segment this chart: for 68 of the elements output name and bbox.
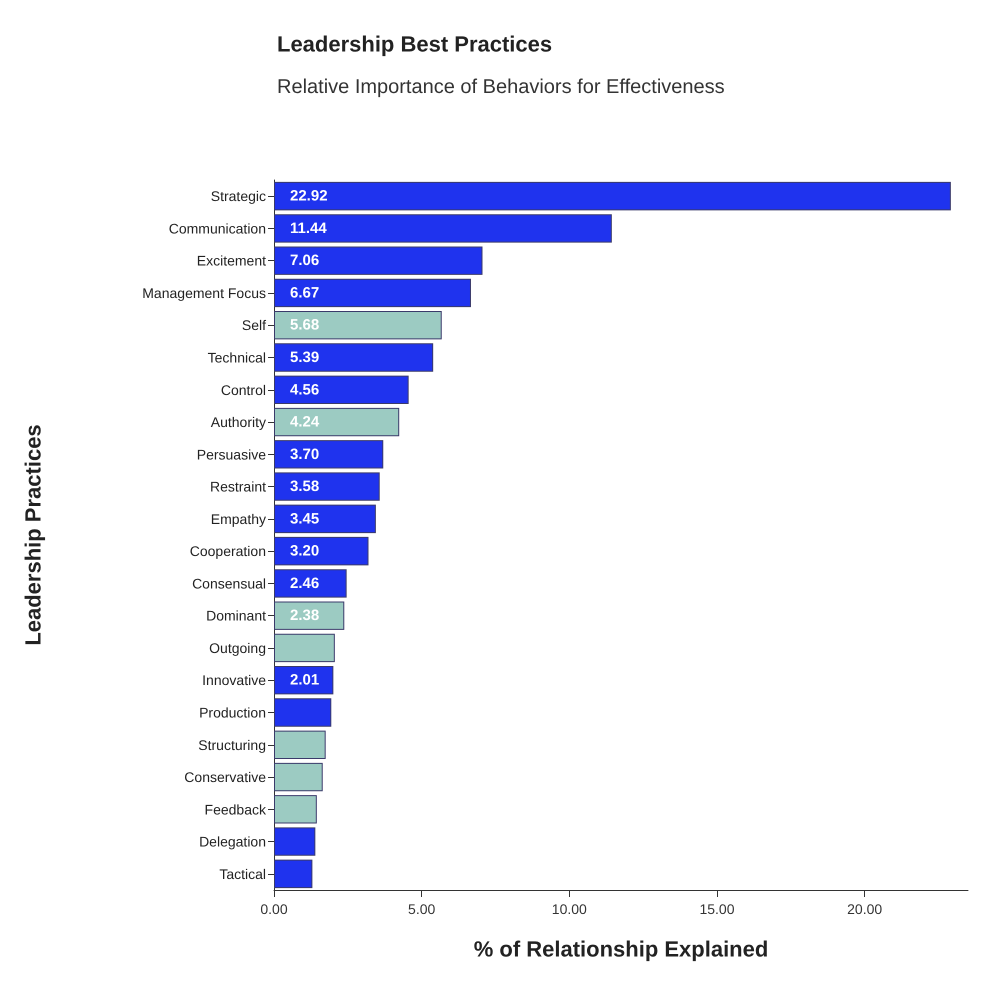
bar [274,343,434,372]
y-tick-label: Innovative [202,672,266,688]
x-tick-label: 0.00 [260,901,288,917]
bar [274,569,347,598]
data-label: 5.39 [290,349,320,366]
bar [274,666,334,694]
data-label: 11.44 [290,220,328,237]
y-tick-label: Authority [210,414,266,430]
y-tick-label: Dominant [206,608,266,624]
y-tick-label: Empathy [210,510,266,527]
y-tick-label: Restraint [210,478,266,495]
bar [274,214,612,243]
bar [274,860,312,888]
y-tick-label: Conservative [184,769,266,786]
y-tick-label: Technical [208,350,266,366]
y-tick-label: Communication [168,220,266,236]
y-axis-title: Leadership Practices [20,424,46,646]
data-label: 22.92 [290,188,328,205]
data-label: 2.38 [290,607,320,624]
data-label: 4.24 [290,414,320,431]
y-tick-label: Outgoing [209,640,266,656]
y-tick-label: Consensual [192,575,266,592]
chart-subtitle: Relative Importance of Behaviors for Effectiveness [277,76,725,98]
data-label: 2.46 [290,574,320,592]
y-tick-label: Strategic [210,188,266,204]
bar [274,536,368,566]
bar [274,472,380,501]
y-tick-label: Tactical [219,866,266,882]
bar [274,278,471,308]
data-label: 3.20 [290,542,320,560]
bar [274,827,316,856]
bar [274,795,317,824]
data-label: 3.70 [290,446,320,463]
bar [274,601,344,630]
y-tick-label: Persuasive [196,446,266,462]
bar [274,504,376,534]
bar [274,762,323,792]
y-tick-label: Feedback [204,801,267,818]
y-tick-label: Excitement [196,252,266,269]
bar [274,311,442,340]
data-label: 3.45 [290,510,320,528]
y-tick-label: Delegation [199,834,266,850]
x-axis-title: % of Relationship Explained [474,936,768,962]
y-tick-label: Control [220,382,266,398]
data-label: 2.01 [290,672,320,689]
data-label: 5.68 [290,316,320,334]
x-tick-label: 15.00 [699,901,735,917]
data-label: 3.58 [290,478,320,496]
y-tick-label: Cooperation [190,543,266,560]
bar [274,698,332,727]
bar [274,182,951,210]
bar [274,440,384,469]
x-tick-label: 5.00 [408,901,436,917]
y-tick-label: Management Focus [142,284,266,301]
data-label: 4.56 [290,381,320,398]
x-tick-label: 20.00 [847,901,882,917]
bar [274,376,409,404]
y-tick-label: Production [199,704,266,720]
data-label: 6.67 [290,284,320,302]
y-tick-label: Structuring [198,736,266,753]
bar [274,730,326,759]
bar [274,246,482,275]
data-label: 7.06 [290,252,320,270]
chart-title: Leadership Best Practices [277,32,552,56]
bar [274,408,400,436]
y-tick-label: Self [242,317,266,334]
bar [274,634,335,662]
x-tick-label: 10.00 [552,901,588,917]
